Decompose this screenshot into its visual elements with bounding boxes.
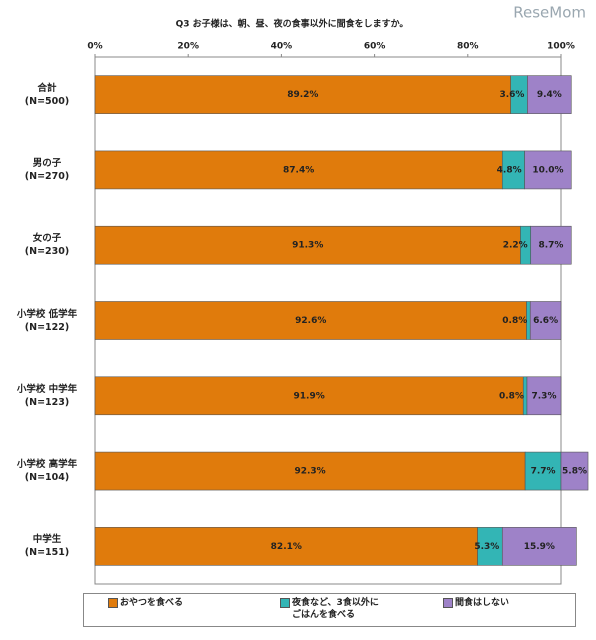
data-label: 89.2% <box>287 90 318 100</box>
data-label: 91.9% <box>294 391 325 401</box>
y-tick-line: (N=151) <box>24 547 70 559</box>
data-label: 4.8% <box>497 165 522 175</box>
data-label: 87.4% <box>283 165 314 175</box>
x-tick-label: 100% <box>547 42 575 52</box>
data-label: 92.6% <box>295 316 326 326</box>
y-tick-line: 合計 <box>37 82 57 94</box>
bar-segment <box>529 301 562 340</box>
bar-segment <box>94 75 511 114</box>
bar-segment <box>94 225 521 265</box>
data-label: 0.8% <box>502 316 527 326</box>
y-tick-label: 中学生 (N=151) <box>2 533 92 559</box>
data-label: 7.7% <box>531 467 556 477</box>
bar-segment <box>501 527 577 566</box>
legend-label: おやつを食べる <box>120 598 184 608</box>
bar-segment <box>524 150 572 190</box>
bar-segment <box>94 451 526 491</box>
bar-segment <box>530 225 572 265</box>
data-label: 82.1% <box>271 542 302 552</box>
y-tick-label: 小学校 低学年 (N=122) <box>2 308 92 334</box>
y-tick-label: 男の子 (N=270) <box>2 157 92 183</box>
y-tick-line: 小学校 低学年 <box>16 308 78 320</box>
chart-title: Q3 お子様は、朝、昼、夜の食事以外に間食をしますか。 <box>176 18 409 30</box>
data-label: 0.8% <box>499 391 524 401</box>
bar-segment <box>94 301 527 340</box>
legend <box>83 593 576 627</box>
y-tick-line: 小学校 高学年 <box>16 459 78 471</box>
legend-swatch <box>280 598 290 608</box>
data-label: 6.6% <box>533 316 558 326</box>
y-tick-line: 男の子 <box>32 157 62 169</box>
y-tick-label: 小学校 高学年 (N=104) <box>2 458 92 484</box>
data-label: 7.3% <box>532 391 557 401</box>
y-tick-line: 小学校 中学年 <box>16 383 78 395</box>
x-tick-label: 0% <box>87 42 102 52</box>
data-label: 8.7% <box>538 241 563 251</box>
x-tick-label: 20% <box>177 42 199 52</box>
data-label: 2.2% <box>503 241 528 251</box>
y-tick-line: (N=123) <box>24 396 70 408</box>
x-tick-label: 80% <box>457 42 479 52</box>
data-label: 5.8% <box>562 467 587 477</box>
legend-swatch <box>443 598 453 608</box>
bar-segment <box>526 376 562 416</box>
y-tick-line: (N=122) <box>24 321 70 333</box>
y-tick-line: (N=230) <box>24 246 70 258</box>
legend-label: 間食はしない <box>455 598 510 608</box>
y-tick-label: 小学校 中学年 (N=123) <box>2 383 92 409</box>
bar-segment <box>94 527 478 566</box>
y-tick-line: (N=104) <box>24 472 70 484</box>
data-label: 92.3% <box>294 467 325 477</box>
data-label: 15.9% <box>524 542 555 552</box>
y-tick-label: 合計 (N=500) <box>2 82 92 108</box>
y-tick-line: 中学生 <box>32 534 62 546</box>
x-tick-label: 60% <box>364 42 386 52</box>
data-label: 10.0% <box>532 165 563 175</box>
y-tick-line: 女の子 <box>32 233 62 245</box>
x-tick-label: 40% <box>271 42 293 52</box>
watermark: ReseMom <box>513 4 586 22</box>
bar-segment <box>527 75 572 114</box>
legend-swatch <box>108 598 118 608</box>
bar-segment <box>524 451 562 491</box>
data-label: 9.4% <box>537 90 562 100</box>
y-tick-label: 女の子 (N=230) <box>2 232 92 258</box>
y-tick-line: (N=500) <box>24 95 70 107</box>
bar-segment <box>477 527 503 566</box>
data-label: 3.6% <box>499 90 524 100</box>
data-label: 5.3% <box>474 542 499 552</box>
bar-segment <box>560 451 589 491</box>
bar-segment <box>94 376 524 416</box>
y-tick-line: (N=270) <box>24 170 70 182</box>
data-label: 91.3% <box>292 241 323 251</box>
legend-label: 夜食など、3食以外に ごはんを食べる <box>292 598 379 620</box>
